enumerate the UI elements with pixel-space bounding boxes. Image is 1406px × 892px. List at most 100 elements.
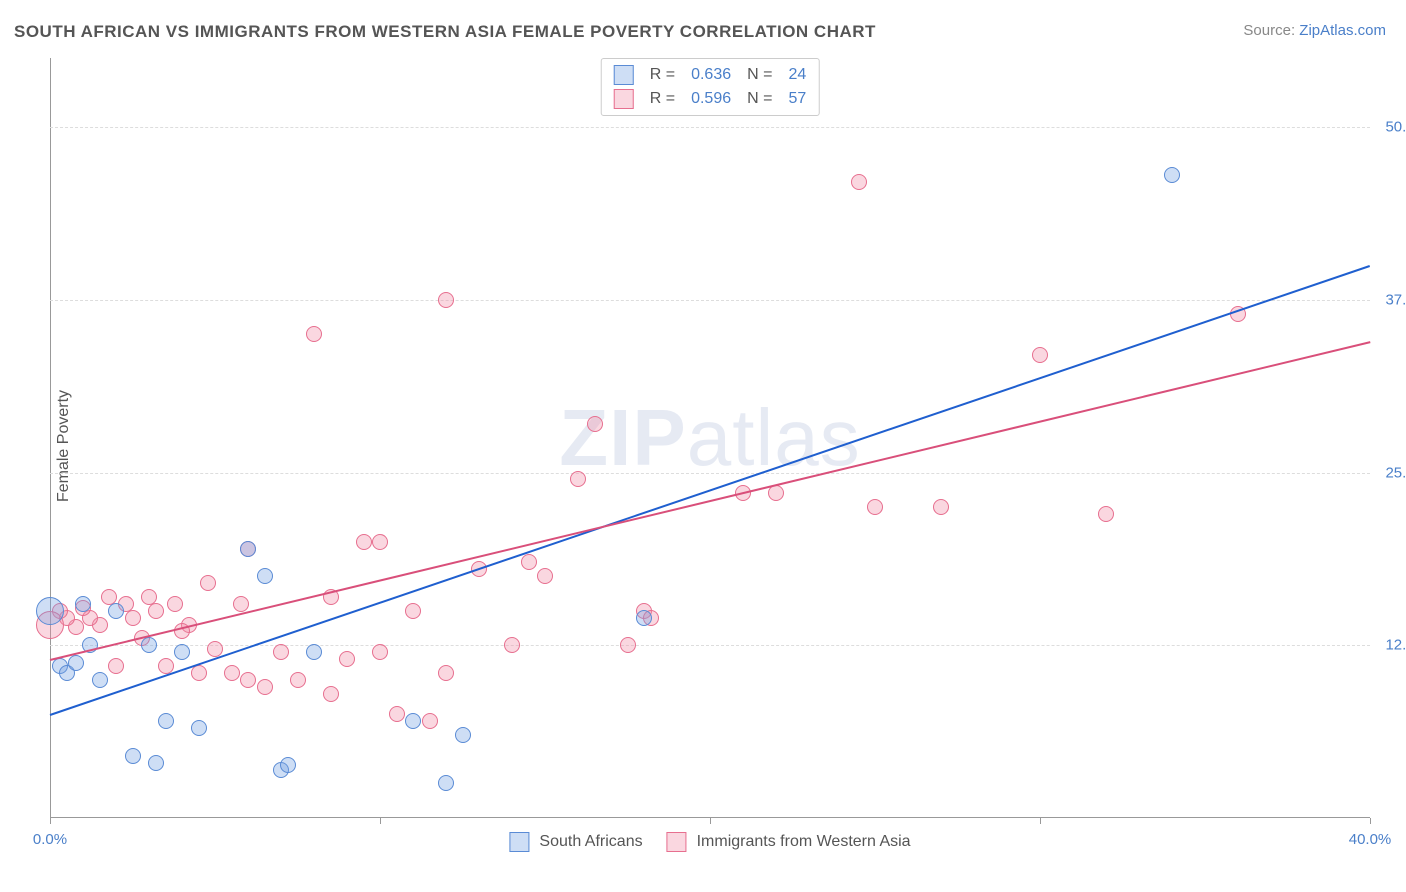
scatter-point: [240, 672, 256, 688]
scatter-point: [372, 534, 388, 550]
scatter-point: [240, 541, 256, 557]
watermark: ZIPatlas: [559, 392, 860, 484]
trend-line: [50, 265, 1371, 716]
scatter-point: [851, 174, 867, 190]
watermark-bold: ZIP: [559, 393, 686, 482]
x-tick-mark: [710, 818, 711, 824]
correlation-legend: R = 0.636 N = 24 R = 0.596 N = 57: [601, 58, 820, 116]
source-link[interactable]: ZipAtlas.com: [1299, 22, 1386, 39]
gridline: [50, 127, 1370, 128]
scatter-point: [75, 596, 91, 612]
scatter-point: [389, 706, 405, 722]
scatter-point: [141, 589, 157, 605]
scatter-point: [323, 686, 339, 702]
plot-area: ZIPatlas R = 0.636 N = 24 R = 0.596 N = …: [50, 58, 1370, 818]
scatter-point: [306, 644, 322, 660]
n-label: N =: [747, 66, 772, 84]
scatter-point: [587, 416, 603, 432]
series-legend: South Africans Immigrants from Western A…: [509, 832, 910, 852]
scatter-point: [257, 679, 273, 695]
n-value: 24: [788, 66, 806, 84]
x-tick-label: 0.0%: [33, 831, 67, 848]
scatter-point: [438, 775, 454, 791]
scatter-point: [620, 637, 636, 653]
y-axis-line: [50, 58, 51, 818]
scatter-point: [257, 568, 273, 584]
scatter-point: [167, 596, 183, 612]
r-label: R =: [650, 66, 675, 84]
scatter-point: [108, 658, 124, 674]
scatter-point: [306, 326, 322, 342]
source-attribution: Source: ZipAtlas.com: [1243, 22, 1386, 39]
source-prefix: Source:: [1243, 22, 1299, 39]
legend-swatch: [667, 832, 687, 852]
scatter-point: [125, 748, 141, 764]
chart-title: SOUTH AFRICAN VS IMMIGRANTS FROM WESTERN…: [14, 22, 876, 42]
scatter-point: [141, 637, 157, 653]
scatter-point: [933, 499, 949, 515]
scatter-point: [233, 596, 249, 612]
legend-label: South Africans: [539, 833, 642, 851]
x-tick-label: 40.0%: [1349, 831, 1392, 848]
legend-swatch: [614, 89, 634, 109]
legend-item: South Africans: [509, 832, 642, 852]
scatter-point: [191, 720, 207, 736]
x-tick-mark: [380, 818, 381, 824]
legend-row: R = 0.596 N = 57: [614, 87, 807, 111]
scatter-point: [224, 665, 240, 681]
y-tick-label: 25.0%: [1385, 464, 1406, 481]
legend-item: Immigrants from Western Asia: [667, 832, 911, 852]
scatter-point: [438, 292, 454, 308]
legend-label: Immigrants from Western Asia: [697, 833, 911, 851]
scatter-point: [356, 534, 372, 550]
scatter-point: [273, 644, 289, 660]
scatter-point: [1032, 347, 1048, 363]
scatter-point: [455, 727, 471, 743]
legend-swatch: [509, 832, 529, 852]
scatter-point: [405, 603, 421, 619]
scatter-point: [438, 665, 454, 681]
scatter-point: [148, 755, 164, 771]
scatter-point: [570, 471, 586, 487]
scatter-point: [36, 597, 64, 625]
y-tick-label: 50.0%: [1385, 119, 1406, 136]
y-tick-label: 12.5%: [1385, 637, 1406, 654]
n-label: N =: [747, 90, 772, 108]
chart-container: SOUTH AFRICAN VS IMMIGRANTS FROM WESTERN…: [0, 0, 1406, 892]
scatter-point: [290, 672, 306, 688]
r-value: 0.636: [691, 66, 731, 84]
scatter-point: [636, 610, 652, 626]
n-value: 57: [788, 90, 806, 108]
scatter-point: [158, 713, 174, 729]
scatter-point: [422, 713, 438, 729]
scatter-point: [200, 575, 216, 591]
scatter-point: [125, 610, 141, 626]
trend-line: [50, 341, 1370, 661]
y-tick-label: 37.5%: [1385, 291, 1406, 308]
x-tick-mark: [1370, 818, 1371, 824]
scatter-point: [372, 644, 388, 660]
scatter-point: [537, 568, 553, 584]
scatter-point: [521, 554, 537, 570]
legend-row: R = 0.636 N = 24: [614, 63, 807, 87]
gridline: [50, 300, 1370, 301]
x-tick-mark: [50, 818, 51, 824]
scatter-point: [768, 485, 784, 501]
gridline: [50, 473, 1370, 474]
scatter-point: [1164, 167, 1180, 183]
r-value: 0.596: [691, 90, 731, 108]
scatter-point: [148, 603, 164, 619]
scatter-point: [504, 637, 520, 653]
scatter-point: [68, 655, 84, 671]
scatter-point: [339, 651, 355, 667]
scatter-point: [108, 603, 124, 619]
scatter-point: [92, 672, 108, 688]
scatter-point: [280, 757, 296, 773]
scatter-point: [867, 499, 883, 515]
scatter-point: [174, 644, 190, 660]
x-tick-mark: [1040, 818, 1041, 824]
legend-swatch: [614, 65, 634, 85]
r-label: R =: [650, 90, 675, 108]
scatter-point: [1098, 506, 1114, 522]
scatter-point: [405, 713, 421, 729]
